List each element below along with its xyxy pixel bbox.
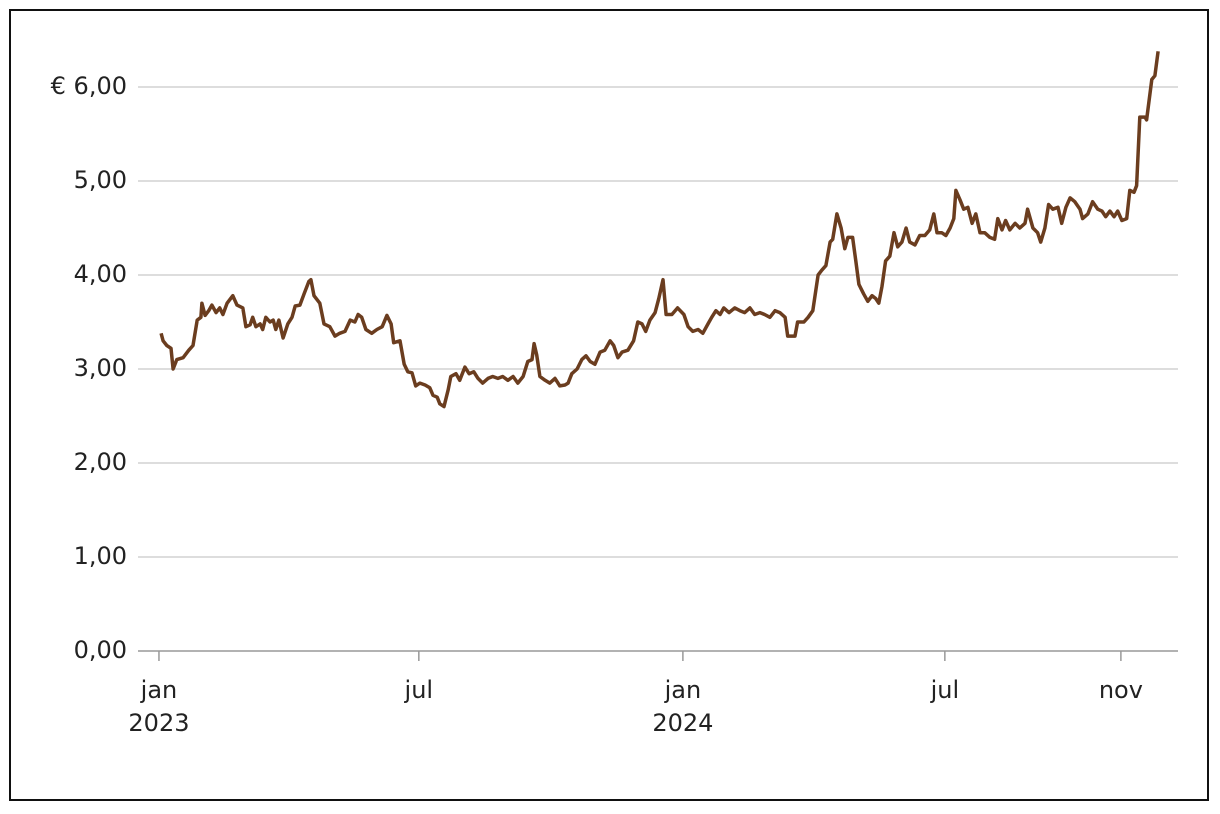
y-tick-label: 1,00 <box>74 542 127 570</box>
y-tick-label: 3,00 <box>74 354 127 382</box>
y-tick-label: 4,00 <box>74 260 127 288</box>
x-tick-label: jul <box>404 676 434 704</box>
y-tick-label: € 6,00 <box>51 72 127 100</box>
y-tick-label: 2,00 <box>74 448 127 476</box>
y-tick-label: 5,00 <box>74 166 127 194</box>
price-line <box>159 51 1160 409</box>
x-tick-label: nov <box>1099 676 1143 704</box>
x-tick-label: jan 2023 <box>128 676 189 737</box>
y-tick-label: 0,00 <box>74 636 127 664</box>
x-tick-label: jul <box>930 676 960 704</box>
frame <box>9 9 1209 801</box>
x-tick-label: jan 2024 <box>652 676 713 737</box>
